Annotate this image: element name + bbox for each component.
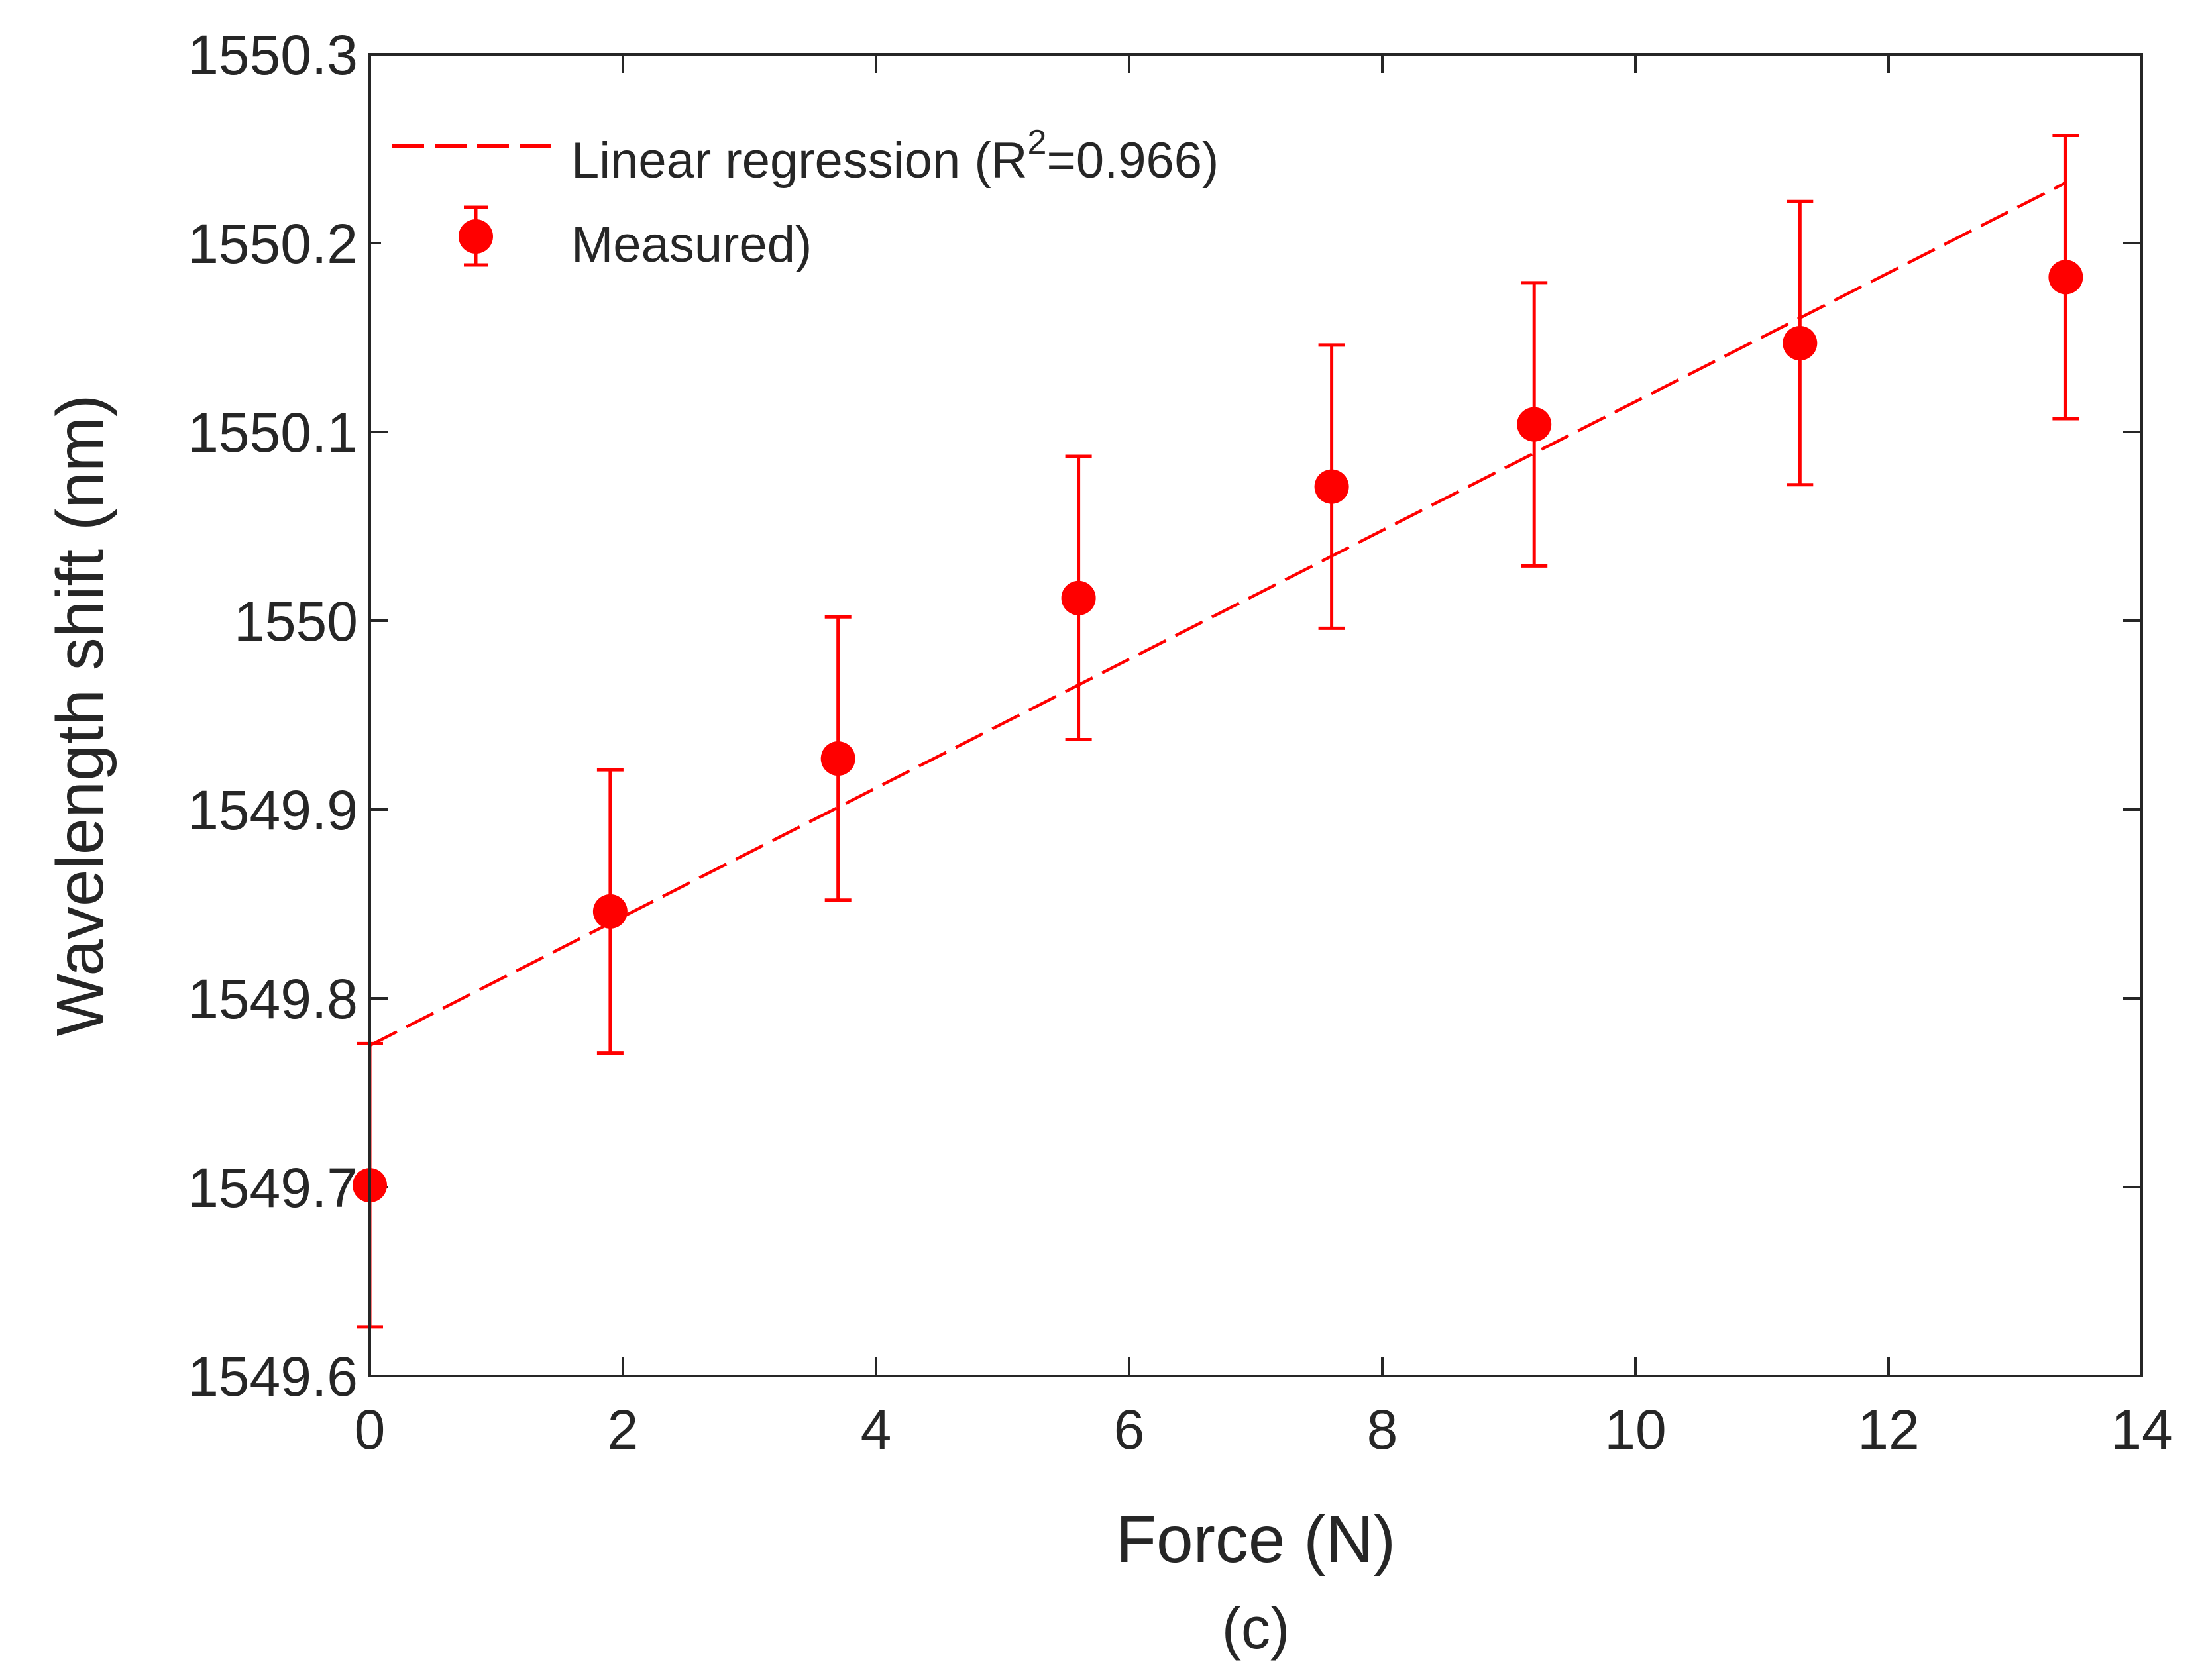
x-tick-label: 6 xyxy=(1114,1398,1145,1461)
x-axis-label: Force (N) xyxy=(1116,1502,1396,1577)
tick-labels: 0 2 4 6 8 10 12 14 1549.6 1549.7 1549.8 1549.9 1550 1… xyxy=(188,24,2173,1461)
x-tick-label: 14 xyxy=(2111,1398,2172,1461)
y-tick-label: 1549.8 xyxy=(188,968,358,1030)
y-tick-label: 1549.7 xyxy=(188,1157,358,1219)
data-point xyxy=(1061,580,1096,615)
x-tick-label: 12 xyxy=(1857,1398,1919,1461)
legend-label-regression-text: Linear regression (R xyxy=(571,132,1028,189)
y-tick-label: 1550.3 xyxy=(188,24,358,86)
x-tick-label: 8 xyxy=(1367,1398,1398,1461)
y-tick-label: 1550.2 xyxy=(188,213,358,275)
legend-label-regression-sup: 2 xyxy=(1028,123,1047,162)
x-tick-label: 0 xyxy=(355,1398,386,1461)
plot-frame xyxy=(368,53,2143,1377)
y-axis-label: Wavelength shift (nm) xyxy=(43,395,117,1037)
y-tick-label: 1549.9 xyxy=(188,779,358,841)
data-point xyxy=(592,894,628,929)
data-point xyxy=(2048,260,2083,295)
y-tick-label: 1550.1 xyxy=(188,401,358,464)
data-point xyxy=(1517,407,1552,442)
legend: Linear regression (R2=0.966) Measured) xyxy=(381,116,1375,295)
y-tick-label: 1550 xyxy=(234,590,358,653)
x-tick-label: 4 xyxy=(861,1398,892,1461)
x-tick-label: 2 xyxy=(608,1398,639,1461)
x-tick-label: 10 xyxy=(1604,1398,1666,1461)
legend-swatch-measured xyxy=(459,205,493,267)
figure-caption: (c) xyxy=(1222,1595,1290,1661)
data-point xyxy=(1314,469,1349,504)
legend-label-measured: Measured) xyxy=(571,217,812,273)
data-point xyxy=(820,741,855,776)
legend-label-regression-suffix: =0.966) xyxy=(1046,132,1219,189)
y-tick-label: 1549.6 xyxy=(188,1345,358,1408)
regression-line xyxy=(368,181,2067,1047)
legend-label-regression: Linear regression (R2=0.966) xyxy=(571,123,1219,189)
data-point xyxy=(1783,326,1818,361)
data-layer xyxy=(353,134,2083,1329)
